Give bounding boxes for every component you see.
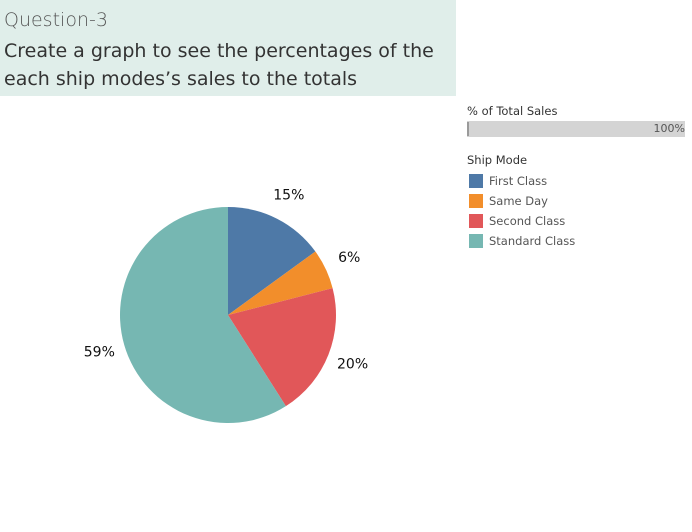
slice-label-standard-class: 59% <box>84 344 115 360</box>
pie-chart-area: 15% 6% 20% 59% <box>0 96 460 532</box>
legend-list: First Class Same Day Second Class Standa… <box>467 171 689 251</box>
legend-swatch <box>469 214 483 228</box>
pie-slice-second-class[interactable] <box>228 288 337 407</box>
slider-handle[interactable] <box>467 122 469 136</box>
legend-label: Same Day <box>489 194 548 208</box>
slice-label-first-class: 15% <box>273 188 304 204</box>
slice-label-same-day: 6% <box>338 250 360 266</box>
question-title: Create a graph to see the percentages of… <box>4 40 434 90</box>
legend-item-same-day[interactable]: Same Day <box>467 191 689 211</box>
legend-swatch <box>469 174 483 188</box>
legend-label: Standard Class <box>489 234 576 248</box>
legend-item-first-class[interactable]: First Class <box>467 171 689 191</box>
sales-filter-card: % of Total Sales 100% <box>467 104 689 137</box>
legend-item-second-class[interactable]: Second Class <box>467 211 689 231</box>
ship-mode-legend: Ship Mode First Class Same Day Second Cl… <box>467 153 689 251</box>
legend-swatch <box>469 194 483 208</box>
pie-slice-first-class[interactable] <box>228 207 316 315</box>
slider-value: 100% <box>653 122 685 135</box>
legend-swatch <box>469 234 483 248</box>
pie-chart: 15% 6% 20% 59% <box>84 188 368 423</box>
slice-label-second-class: 20% <box>337 356 368 372</box>
legend-label: Second Class <box>489 214 566 228</box>
question-header: Question-3 Create a graph to see the per… <box>0 0 456 96</box>
legend-title: Ship Mode <box>467 153 528 167</box>
pie-slice-same-day[interactable] <box>228 251 333 315</box>
filter-title: % of Total Sales <box>467 104 558 118</box>
percent-sales-slider[interactable]: 100% <box>467 121 685 137</box>
pie-slice-standard-class[interactable] <box>119 207 286 423</box>
question-number: Question-3 <box>4 9 108 31</box>
legend-item-standard-class[interactable]: Standard Class <box>467 231 689 251</box>
legend-label: First Class <box>489 174 548 188</box>
